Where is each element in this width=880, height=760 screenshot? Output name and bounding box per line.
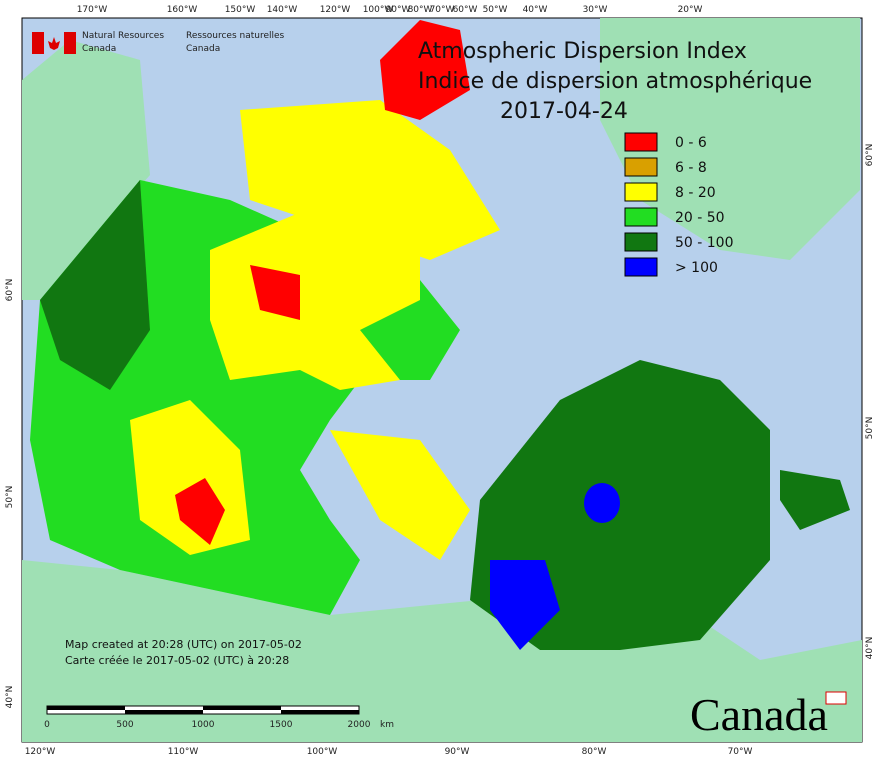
longitude-label: 70°W — [728, 747, 753, 757]
usa — [22, 560, 862, 742]
latitude-label: 40°N — [865, 637, 875, 660]
latitude-label: 50°N — [865, 417, 875, 440]
longitude-label: 30°W — [583, 5, 608, 15]
longitude-label: 40°W — [523, 5, 548, 15]
longitude-label: 70°W — [430, 5, 455, 15]
longitude-label: 60°W — [453, 5, 478, 15]
legend-swatch — [624, 207, 658, 227]
legend-label: 8 - 20 — [675, 185, 716, 201]
agency-en: Natural Resources — [82, 31, 164, 41]
legend-swatch — [624, 157, 658, 177]
longitude-label: 150°W — [225, 5, 256, 15]
longitude-label: 90°W — [445, 747, 470, 757]
flag-right — [64, 32, 76, 54]
scale-tick: 500 — [116, 720, 133, 730]
longitude-label: 110°W — [168, 747, 199, 757]
longitude-label: 50°W — [483, 5, 508, 15]
greenland — [600, 18, 860, 260]
region-quebec-high — [584, 483, 620, 523]
alaska — [22, 40, 150, 300]
longitude-label: 120°W — [25, 747, 56, 757]
scale-labels: 0 500 1000 1500 2000 km — [44, 720, 394, 730]
legend-swatch — [624, 257, 658, 277]
latitude-label: 40°N — [5, 686, 15, 709]
legend: 0 - 6 6 - 8 8 - 20 20 - 50 50 - 100 > 100 — [624, 132, 734, 277]
region-newfoundland — [780, 470, 850, 530]
agency-en: Canada — [82, 44, 116, 54]
legend-label: 0 - 6 — [675, 135, 707, 151]
legend-swatch — [624, 132, 658, 152]
longitude-label: 80°W — [408, 5, 433, 15]
region-ellesmere — [380, 20, 470, 120]
longitude-label: 90°W — [386, 5, 411, 15]
wordmark: Canada — [690, 689, 828, 740]
legend-label: > 100 — [675, 260, 718, 276]
longitude-label: 160°W — [167, 5, 198, 15]
legend-label: 6 - 8 — [675, 160, 707, 176]
longitude-label: 20°W — [678, 5, 703, 15]
legend-label: 20 - 50 — [675, 210, 725, 226]
longitude-label: 140°W — [267, 5, 298, 15]
scale-tick: 1000 — [192, 720, 215, 730]
agency-fr: Ressources naturelles — [186, 31, 285, 41]
latitude-label: 50°N — [5, 486, 15, 509]
legend-label: 50 - 100 — [675, 235, 734, 251]
latitude-label: 60°N — [5, 279, 15, 302]
wordmark-flag — [825, 691, 847, 705]
region-alberta-low — [175, 478, 225, 545]
latitude-label: 60°N — [865, 144, 875, 167]
title: Atmospheric Dispersion Index — [418, 39, 747, 64]
longitude-label: 100°W — [363, 5, 394, 15]
scale-tick: 0 — [44, 720, 50, 730]
longitude-label: 80°W — [582, 747, 607, 757]
region-yukon — [40, 180, 150, 390]
scale-tick: 2000 — [348, 720, 371, 730]
region-nwt-low — [250, 265, 300, 320]
credit: Carte créée le 2017-05-02 (UTC) à 20:28 — [65, 654, 289, 667]
agency-fr: Canada — [186, 44, 220, 54]
scale-tick: 1500 — [270, 720, 293, 730]
legend-swatch — [624, 232, 658, 252]
region-hudson — [330, 430, 470, 560]
longitude-label: 170°W — [77, 5, 108, 15]
longitude-label: 100°W — [307, 747, 338, 757]
credit: Map created at 20:28 (UTC) on 2017-05-02 — [65, 638, 302, 651]
maple-leaf — [48, 37, 60, 50]
title: Indice de dispersion atmosphérique — [418, 69, 812, 94]
longitude-label: 120°W — [320, 5, 351, 15]
legend-swatch — [624, 182, 658, 202]
graticule-labels: 170°W 160°W 150°W 140°W 120°W 100°W90°W80°W70… — [5, 5, 875, 757]
date: 2017-04-24 — [500, 99, 628, 124]
flag-left — [32, 32, 44, 54]
scale-unit: km — [380, 720, 394, 730]
region-north — [210, 200, 420, 390]
scale-bar — [46, 705, 360, 715]
region-ontario-high — [490, 560, 560, 650]
region-arctic — [240, 100, 500, 260]
